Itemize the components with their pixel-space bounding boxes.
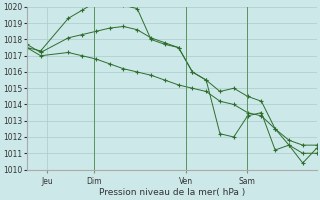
X-axis label: Pression niveau de la mer( hPa ): Pression niveau de la mer( hPa ) [99, 188, 245, 197]
